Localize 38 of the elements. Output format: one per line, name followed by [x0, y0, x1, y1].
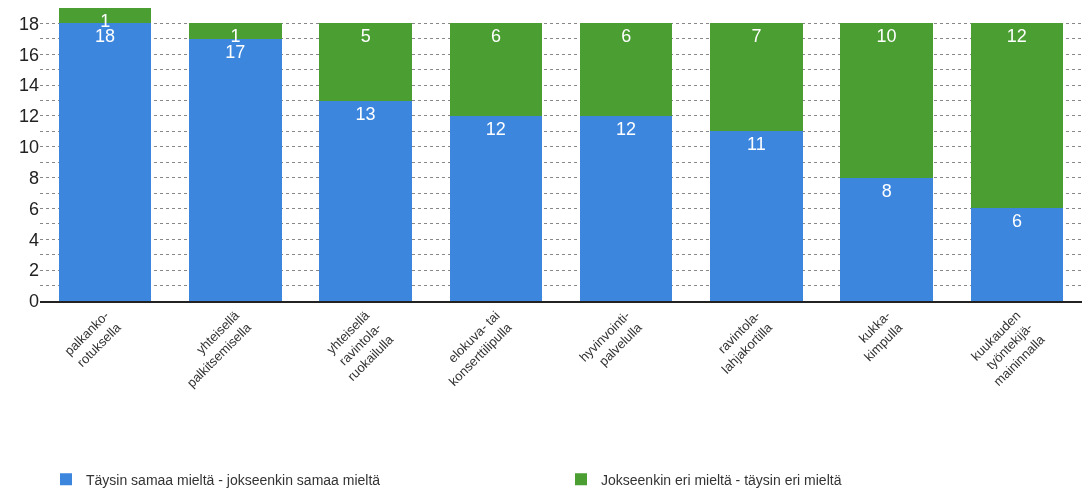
- bar: [579, 115, 673, 301]
- bar: [710, 23, 803, 132]
- data-label: 7: [751, 26, 762, 47]
- bar: [840, 23, 933, 178]
- bar: [319, 100, 412, 301]
- data-label: 12: [485, 118, 506, 139]
- bar: [840, 177, 933, 301]
- legend-label: Täysin samaa mieltä - jokseenkin samaa mieltä: [86, 471, 381, 488]
- y-tick-label: 10: [18, 137, 39, 158]
- y-tick-label: 12: [18, 106, 39, 127]
- data-label: 18: [95, 26, 116, 47]
- y-tick-label: 6: [28, 198, 39, 219]
- y-tick-label: 16: [18, 44, 39, 65]
- data-label: 6: [1011, 211, 1022, 232]
- data-label: 12: [1006, 26, 1027, 47]
- y-tick-label: 0: [28, 291, 39, 312]
- bar: [710, 131, 803, 301]
- data-label: 5: [360, 26, 371, 47]
- bar: [970, 208, 1064, 301]
- data-label: 13: [355, 103, 376, 124]
- data-label: 10: [876, 26, 897, 47]
- bar: [449, 115, 543, 301]
- y-tick-label: 14: [18, 75, 39, 96]
- bar: [579, 23, 673, 116]
- bar: [319, 23, 412, 101]
- data-label: 11: [747, 134, 766, 155]
- y-tick-label: 2: [28, 260, 39, 281]
- y-tick-label: 4: [28, 229, 39, 250]
- legend-label: Jokseenkin eri mieltä - täysin eri mieltä: [601, 471, 842, 488]
- data-label: 12: [616, 118, 637, 139]
- data-label: 8: [881, 180, 892, 201]
- bar: [970, 23, 1064, 209]
- y-tick-label: 8: [28, 167, 39, 188]
- data-label: 17: [225, 41, 246, 62]
- data-label: 6: [621, 26, 632, 47]
- data-label: 6: [490, 26, 501, 47]
- bar: [449, 23, 543, 116]
- y-tick-label: 18: [18, 13, 39, 34]
